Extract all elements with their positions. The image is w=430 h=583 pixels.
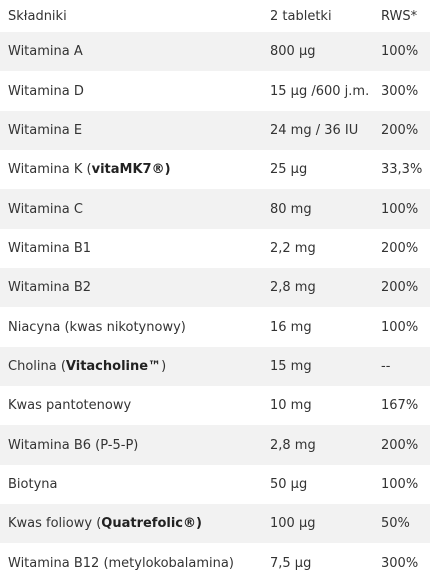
- ingredient-dose: 7,5 µg: [270, 555, 312, 571]
- ingredient-name: Kwas foliowy (Quatrefolic®): [0, 504, 270, 544]
- ingredient-name: Biotyna: [8, 476, 58, 492]
- table-row: Witamina D 15 µg /600 j.m. 300%: [0, 71, 430, 110]
- ingredient-rws: 50%: [381, 504, 430, 544]
- table-row: Witamina A 800 µg 100%: [0, 32, 430, 72]
- table-row: Witamina E 24 mg / 36 IU 200%: [0, 110, 430, 151]
- ingredient-rws: 167%: [381, 398, 419, 414]
- ingredient-dose: 25 µg: [270, 162, 308, 178]
- ingredient-rws: 100%: [381, 189, 430, 229]
- ingredient-brand: Quatrefolic®): [101, 516, 202, 532]
- ingredient-dose: 24 mg / 36 IU: [270, 110, 381, 151]
- ingredient-rws: 100%: [381, 32, 430, 72]
- ingredient-dose: 800 µg: [270, 32, 381, 72]
- table-row: Witamina B2 2,8 mg 200%: [0, 268, 430, 308]
- ingredient-dose: 2,8 mg: [270, 268, 381, 308]
- table-row: Witamina B6 (P-5-P) 2,8 mg 200%: [0, 425, 430, 465]
- ingredient-name-prefix: Witamina K (: [8, 162, 92, 178]
- ingredient-rws: --: [381, 346, 430, 387]
- ingredient-dose: 2,2 mg: [270, 240, 316, 256]
- ingredient-rws: 200%: [381, 425, 430, 465]
- ingredient-dose: 10 mg: [270, 398, 312, 414]
- ingredient-name: Witamina A: [0, 32, 270, 72]
- table-row: Witamina B1 2,2 mg 200%: [0, 229, 430, 268]
- ingredient-rws: 200%: [381, 268, 430, 308]
- ingredient-dose: 15 µg /600 j.m.: [270, 83, 370, 99]
- ingredient-name-suffix: ): [161, 358, 167, 374]
- table-row: Niacyna (kwas nikotynowy) 16 mg 100%: [0, 307, 430, 346]
- ingredient-dose: 50 µg: [270, 476, 308, 492]
- ingredient-rws: 100%: [381, 319, 419, 335]
- ingredient-dose: 100 µg: [270, 504, 381, 544]
- ingredient-dose: 2,8 mg: [270, 425, 381, 465]
- table-header-row: Składniki 2 tabletki RWS*: [0, 0, 430, 32]
- ingredient-dose: 16 mg: [270, 319, 312, 335]
- ingredient-name-prefix: Cholina (: [8, 358, 66, 374]
- ingredient-name: Witamina B12 (metylokobalamina): [8, 555, 234, 571]
- ingredient-dose: 80 mg: [270, 189, 381, 229]
- ingredient-rws: 300%: [381, 555, 419, 571]
- ingredient-name: Kwas pantotenowy: [8, 398, 132, 414]
- ingredient-brand: vitaMK7®): [91, 162, 171, 178]
- ingredient-name: Witamina C: [0, 189, 270, 229]
- ingredient-name: Witamina B1: [8, 240, 92, 256]
- header-ingredient: Składniki: [8, 8, 67, 24]
- table-row: Cholina (Vitacholine™) 15 mg --: [0, 346, 430, 387]
- ingredient-name: Witamina E: [0, 110, 270, 151]
- ingredient-rws: 33,3%: [381, 162, 423, 178]
- header-dose: 2 tabletki: [270, 8, 332, 24]
- table-row: Biotyna 50 µg 100%: [0, 465, 430, 504]
- ingredient-rws: 200%: [381, 240, 419, 256]
- table-row: Witamina B12 (metylokobalamina) 7,5 µg 3…: [0, 543, 430, 582]
- table-row: Kwas foliowy (Quatrefolic®) 100 µg 50%: [0, 504, 430, 544]
- table-row: Witamina C 80 mg 100%: [0, 189, 430, 229]
- ingredient-name: Witamina B2: [0, 268, 270, 308]
- ingredient-name: Witamina D: [8, 83, 84, 99]
- ingredient-name: Witamina B6 (P-5-P): [0, 425, 270, 465]
- ingredient-name: Niacyna (kwas nikotynowy): [8, 319, 186, 335]
- ingredient-name: Witamina K (vitaMK7®): [0, 150, 270, 189]
- header-rws: RWS*: [381, 8, 418, 24]
- ingredient-brand: Vitacholine™: [65, 358, 162, 374]
- ingredient-rws: 100%: [381, 476, 419, 492]
- table-row: Witamina K (vitaMK7®) 25 µg 33,3%: [0, 150, 430, 189]
- ingredient-rws: 300%: [381, 83, 419, 99]
- table-row: Kwas pantotenowy 10 mg 167%: [0, 386, 430, 425]
- ingredient-name-prefix: Kwas foliowy (: [8, 516, 102, 532]
- ingredient-rws: 200%: [381, 110, 430, 151]
- ingredient-name: Cholina (Vitacholine™): [0, 346, 270, 387]
- ingredient-dose: 15 mg: [270, 346, 381, 387]
